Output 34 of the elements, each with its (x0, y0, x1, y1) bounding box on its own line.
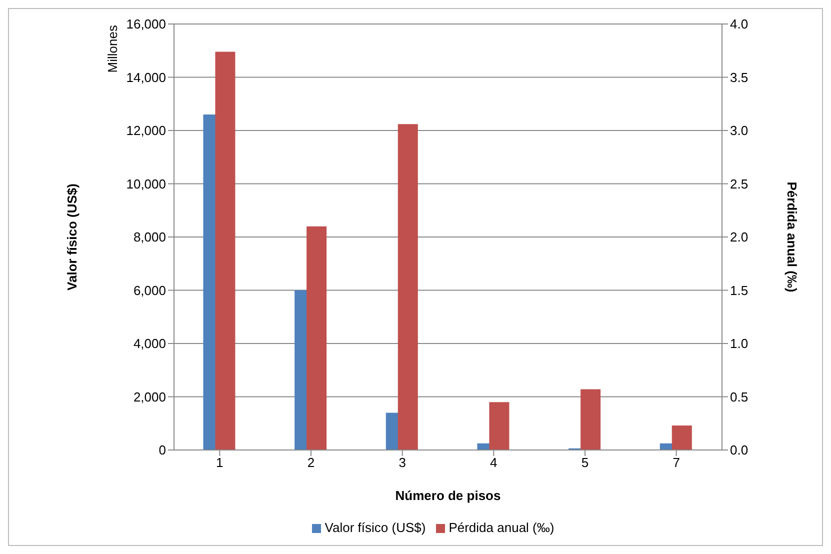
bar (489, 402, 510, 450)
y2-tick-label: 1.5 (730, 282, 748, 298)
text: Millones (105, 25, 120, 73)
y-tick-label: 0 (158, 442, 166, 458)
y2-tick-label: 2.0 (730, 230, 748, 245)
y-tick-label: 12,000 (126, 123, 166, 138)
x-tick-label: 3 (398, 455, 406, 470)
bar (398, 124, 418, 450)
y-tick-label: 2,000 (133, 389, 166, 404)
y-tick-label: 14,000 (126, 70, 166, 85)
y2-tick-label: 4.0 (730, 16, 748, 32)
y-tick-label: 16,000 (126, 16, 166, 32)
y-tick-label: 6,000 (133, 282, 166, 298)
y2-tick-label: 3.0 (730, 123, 748, 138)
y2-axis-title: Pérdida anual (‰) (784, 182, 800, 292)
y-tick-label: 10,000 (126, 176, 166, 192)
bar (672, 426, 692, 450)
legend-label: Pérdida anual (‰) (448, 520, 554, 535)
bar (580, 389, 601, 450)
x-tick-label: 2 (307, 455, 315, 470)
y-tick-label: 4,000 (133, 336, 166, 352)
x-axis-title: Número de pisos (395, 488, 501, 503)
x-tick-label: 7 (672, 455, 680, 470)
x-tick-label: 4 (490, 455, 498, 470)
x-tick-label: 1 (216, 455, 224, 470)
x-tick-label: 5 (581, 455, 589, 470)
y2-tick-label: 3.5 (730, 70, 748, 85)
legend-label: Valor físico (US$) (324, 520, 426, 535)
y-tick-label: 8,000 (133, 230, 166, 245)
y2-tick-label: 2.5 (730, 176, 748, 192)
y-axis-title: Valor físico (US$) (64, 184, 80, 290)
y2-tick-label: 0.0 (730, 442, 748, 458)
y2-tick-label: 0.5 (730, 389, 748, 404)
y2-tick-label: 1.0 (730, 336, 748, 352)
